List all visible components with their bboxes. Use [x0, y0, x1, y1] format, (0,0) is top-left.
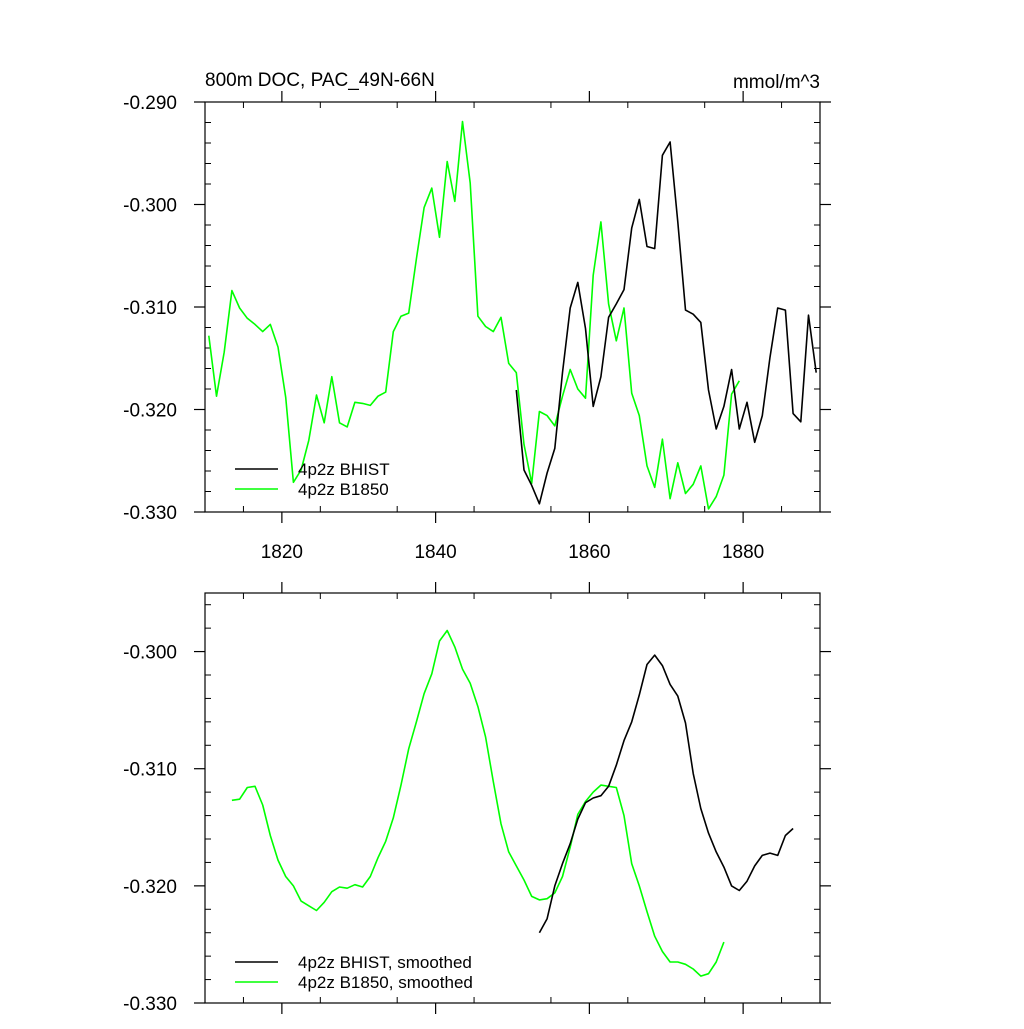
chart2-legend-label: 4p2z BHIST, smoothed	[298, 953, 472, 972]
chart1-series-line-bhist	[515, 141, 817, 505]
chart2-legend-label: 4p2z B1850, smoothed	[298, 973, 473, 992]
chart2-panel	[194, 582, 831, 1014]
chart2-y-tick-label: -0.320	[123, 877, 177, 898]
chart1-y-tick-label: -0.320	[123, 401, 177, 422]
chart1-y-tick-label: -0.300	[123, 196, 177, 217]
chart1-x-tick-label: 1820	[261, 542, 303, 563]
chart2-y-tick-label: -0.330	[123, 994, 177, 1015]
chart2-frame	[204, 592, 821, 1004]
units-label: mmol/m^3	[733, 72, 820, 93]
chart1-legend-label: 4p2z B1850	[298, 480, 389, 499]
chart1-legend-label: 4p2z BHIST	[298, 460, 390, 479]
chart2-y-tick-label: -0.300	[123, 643, 177, 664]
chart1-x-tick-label: 1880	[722, 542, 764, 563]
chart2-series-line-b1850	[231, 629, 725, 977]
chart1-y-tick-label: -0.310	[123, 298, 177, 319]
chart1-x-tick-label: 1860	[568, 542, 610, 563]
chart2-y-tick-label: -0.310	[123, 760, 177, 781]
chart1-frame	[204, 101, 821, 513]
chart1-panel	[194, 91, 831, 523]
chart1-series-line-b1850	[208, 120, 740, 510]
chart2-series-line-bhist	[538, 654, 794, 934]
chart-title: 800m DOC, PAC_49N-66N	[205, 70, 435, 91]
chart1-y-tick-label: -0.330	[123, 503, 177, 524]
chart1-y-tick-label: -0.290	[123, 93, 177, 114]
chart1-x-tick-label: 1840	[414, 542, 456, 563]
